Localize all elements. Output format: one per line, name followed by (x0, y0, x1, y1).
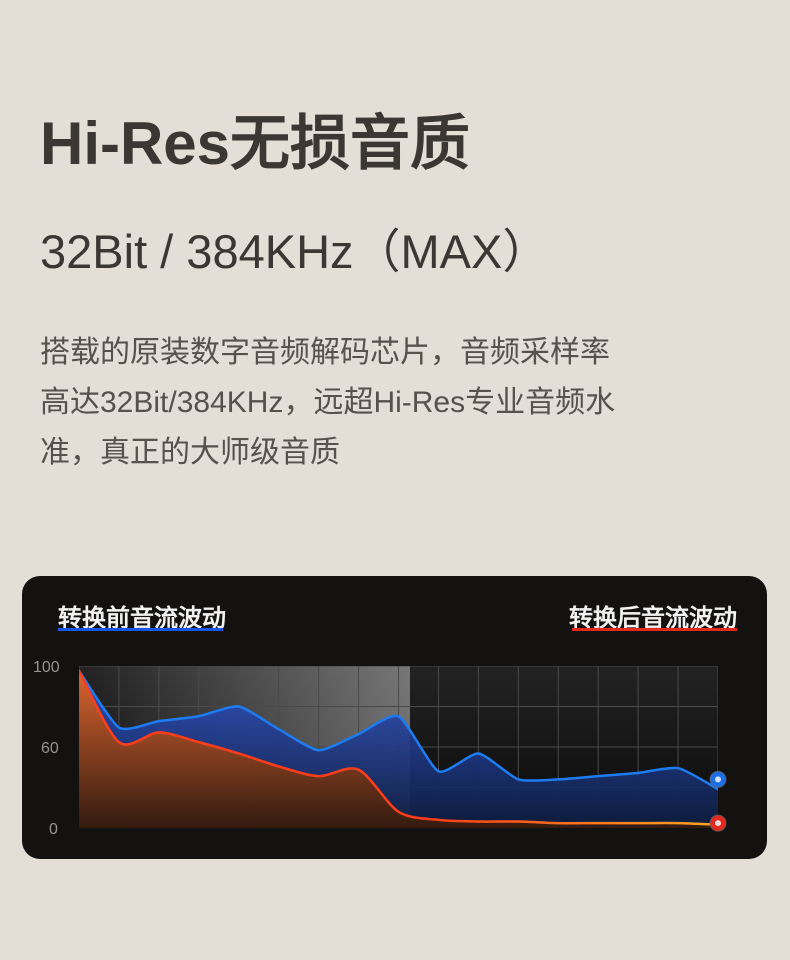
svg-text:0: 0 (49, 821, 58, 838)
svg-text:100: 100 (33, 659, 60, 676)
svg-text:60: 60 (41, 740, 59, 757)
